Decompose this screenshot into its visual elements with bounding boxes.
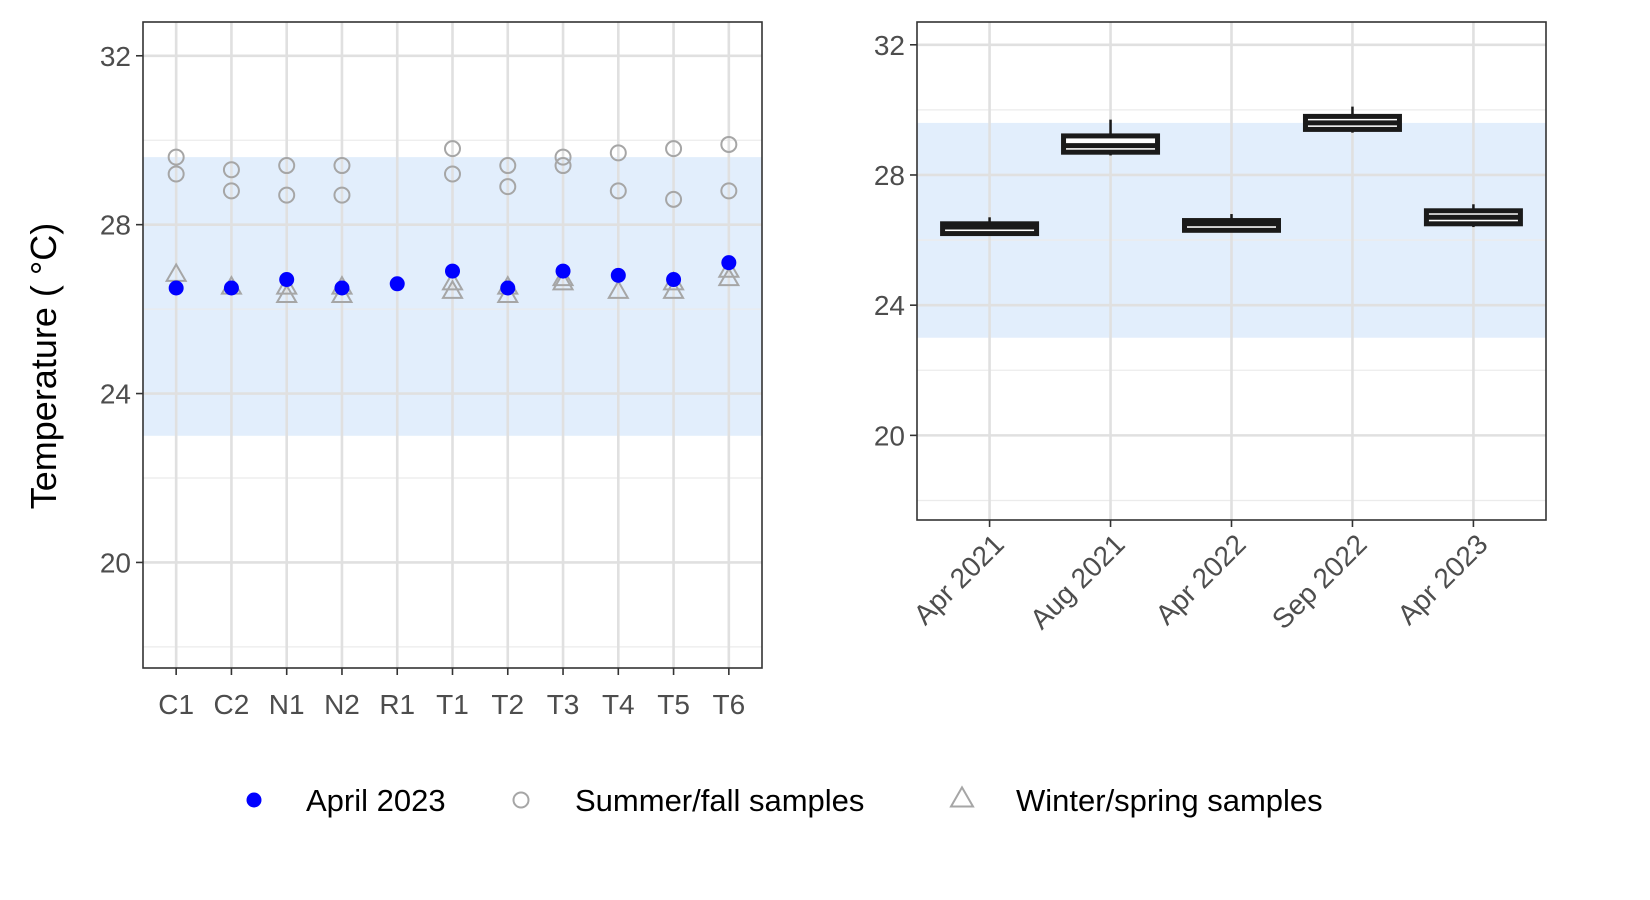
x-tick-label-apr-2021: Apr 2021 <box>908 528 1010 630</box>
point-winter-spring-t2 <box>496 283 519 304</box>
point-april-2023-t3 <box>555 263 571 279</box>
y-axis-title: Temperature ( °C) <box>23 223 64 509</box>
x-tick-label-n1: N1 <box>269 689 305 720</box>
x-tick-label-c1: C1 <box>158 689 194 720</box>
box-sep-2022 <box>1302 106 1402 133</box>
legend-item-april-2023: April 2023 <box>246 783 446 818</box>
x-tick-label-sep-2022: Sep 2022 <box>1266 528 1373 635</box>
point-summer-fall-t1 <box>444 165 461 183</box>
point-winter-spring-t6 <box>717 266 741 287</box>
box-apr-2023 <box>1423 204 1523 228</box>
point-summer-fall-c2 <box>222 182 240 200</box>
point-winter-spring-t1 <box>441 279 464 299</box>
point-summer-fall-t6 <box>720 182 738 200</box>
legend: April 2023 Summer/fall samples Winter/spri… <box>246 783 1323 818</box>
point-april-2023-n1 <box>279 272 295 288</box>
y-tick-label: 24 <box>100 379 131 410</box>
point-summer-fall-n2 <box>333 157 351 175</box>
x-tick-label-aug-2021: Aug 2021 <box>1024 528 1131 635</box>
x-tick-label-n2: N2 <box>324 689 360 720</box>
box-aug-2021 <box>1061 119 1161 156</box>
point-winter-spring-t3 <box>551 270 575 291</box>
legend-key-marker <box>512 791 530 809</box>
point-winter-spring-t1 <box>441 270 464 291</box>
point-summer-fall-c2 <box>222 161 240 179</box>
x-tick-label-t4: T4 <box>602 689 635 720</box>
y-tick-label: 24 <box>874 290 905 321</box>
box-apr-2022 <box>1182 214 1281 233</box>
legend-item-summer-fall-samples: Summer/fall samples <box>512 783 864 818</box>
y-tick-label: 20 <box>874 420 905 451</box>
point-april-2023-t5 <box>666 272 682 288</box>
point-summer-fall-t4 <box>609 144 627 162</box>
y-tick-label: 28 <box>874 160 905 191</box>
point-winter-spring-t6 <box>717 258 741 278</box>
box-apr-2021 <box>940 217 1040 237</box>
point-winter-spring-n2 <box>330 283 354 304</box>
point-april-2023-t4 <box>610 267 626 283</box>
point-summer-fall-c1 <box>167 148 185 166</box>
point-winter-spring-t3 <box>551 266 575 287</box>
right-panel-boxplot: 20 24 28 32 Apr 2021 Aug 2021 Apr 2022 Sep 2022… <box>874 21 1547 635</box>
point-april-2023-r1 <box>389 276 405 292</box>
x-tick-label-c2: C2 <box>214 689 250 720</box>
x-tick-label-t3: T3 <box>547 689 580 720</box>
point-summer-fall-n1 <box>278 157 296 175</box>
y-tick-label: 20 <box>100 547 131 578</box>
point-april-2023-t6 <box>721 255 737 271</box>
point-april-2023-c1 <box>168 280 184 296</box>
point-summer-fall-t1 <box>444 140 461 158</box>
point-summer-fall-t2 <box>499 178 517 196</box>
point-summer-fall-t5 <box>665 140 683 158</box>
legend-item-winter-spring-samples: Winter/spring samples <box>949 783 1323 818</box>
x-tick-label-t1: T1 <box>436 689 469 720</box>
point-april-2023-t2 <box>500 280 516 296</box>
legend-key-marker <box>949 785 975 808</box>
point-summer-fall-t3 <box>554 157 572 175</box>
legend-label: Winter/spring samples <box>1016 783 1323 818</box>
x-tick-label-apr-2022: Apr 2022 <box>1149 528 1251 630</box>
y-tick-label: 32 <box>100 41 131 72</box>
point-summer-fall-t3 <box>554 148 572 166</box>
point-winter-spring-n1 <box>275 275 298 295</box>
legend-label: Summer/fall samples <box>575 783 864 818</box>
y-tick-label: 32 <box>874 30 905 61</box>
x-tick-label-t6: T6 <box>712 689 745 720</box>
point-summer-fall-n2 <box>333 186 351 204</box>
point-summer-fall-n1 <box>278 186 296 204</box>
x-tick-label-r1: R1 <box>379 689 415 720</box>
point-winter-spring-n1 <box>275 283 298 304</box>
point-april-2023-t1 <box>445 263 460 279</box>
point-summer-fall-t4 <box>609 182 627 200</box>
x-tick-label-t2: T2 <box>491 689 524 720</box>
point-winter-spring-t5 <box>662 279 685 299</box>
x-tick-label-apr-2023: Apr 2023 <box>1391 528 1493 630</box>
point-summer-fall-t6 <box>720 135 738 153</box>
y-tick-label: 28 <box>100 210 131 241</box>
point-april-2023-n2 <box>334 280 350 296</box>
left-panel-scatter: 20 24 28 32 C1 C2 N1 N2 R1 T1 T2 T3 T4 T5 T6 <box>100 21 763 720</box>
point-summer-fall-c1 <box>167 165 185 183</box>
legend-key-marker <box>246 792 262 808</box>
point-winter-spring-t4 <box>607 279 630 299</box>
x-tick-label-t5: T5 <box>657 689 690 720</box>
point-summer-fall-t2 <box>499 157 517 175</box>
point-summer-fall-t5 <box>665 190 683 208</box>
legend-label: April 2023 <box>306 783 446 818</box>
point-april-2023-c2 <box>223 280 239 296</box>
